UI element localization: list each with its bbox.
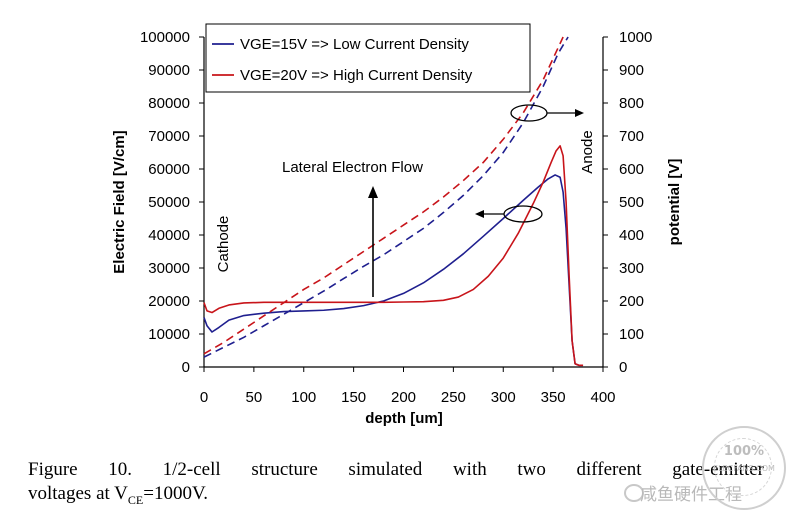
x-tick-label: 250 [441,389,466,406]
caption-line-2-prefix: voltages at V [28,483,128,504]
wechat-icon [624,484,644,502]
y-left-tick-label: 30000 [148,260,190,277]
legend-label-2: VGE=20V => High Current Density [240,67,473,84]
stamp-percent: 100% [723,444,765,459]
x-tick-label: 100 [291,389,316,406]
y-right-tick-label: 600 [619,161,644,178]
lateral-flow-arrowhead [368,186,378,198]
annotation-cathode: Cathode [215,216,232,273]
y-right-tick-label: 200 [619,293,644,310]
y-right-axis-title: potential [V] [666,159,683,246]
tick-labels: 0 50 100 150 200 250 300 350 4000100002000030000… [140,29,652,406]
x-axis-title: depth [um] [365,410,442,427]
series-layer [203,36,584,367]
legend-box [205,23,531,93]
y-right-tick-label: 100 [619,326,644,343]
y-left-tick-label: 0 [182,359,190,376]
series-2-potential-line [203,36,564,355]
y-left-tick-label: 40000 [148,227,190,244]
field-arrowhead [475,210,484,218]
watermark-stamp: 100% ELECFANS.COM [702,426,786,510]
y-right-tick-label: 300 [619,260,644,277]
y-right-tick-label: 900 [619,62,644,79]
x-tick-label: 150 [341,389,366,406]
y-left-tick-label: 80000 [148,95,190,112]
potential-arrowhead [575,109,584,117]
y-left-tick-label: 60000 [148,161,190,178]
axis-titles: depth [um] Electric Field [V/cm] potential… [111,130,683,427]
annotation-anode: Anode [579,130,596,173]
figure-caption: Figure 10. 1/2-cell structure simulated … [28,458,764,512]
y-right-tick-label: 500 [619,194,644,211]
y-right-tick-label: 0 [619,359,627,376]
y-right-tick-label: 800 [619,95,644,112]
annotation-lateral-flow: Lateral Electron Flow [282,159,423,176]
y-left-tick-label: 70000 [148,128,190,145]
legend: VGE=15V => Low Current Density VGE=20V =>… [205,23,531,93]
x-tick-label: 300 [491,389,516,406]
legend-label-1: VGE=15V => Low Current Density [240,36,469,53]
y-left-tick-label: 10000 [148,326,190,343]
caption-line-2: voltages at VCE=1000V. [28,483,209,507]
x-tick-label: 350 [541,389,566,406]
caption-subscript: CE [127,492,144,507]
x-tick-label: 0 [200,389,208,406]
y-right-tick-label: 1000 [619,29,652,46]
field-ellipse [503,205,543,223]
y-right-tick-label: 400 [619,227,644,244]
stamp-inner-ring [714,438,772,496]
stamp-site: ELECFANS.COM [713,464,775,473]
x-tick-label: 400 [590,389,615,406]
y-left-tick-label: 50000 [148,194,190,211]
series-2-field-line [203,145,584,367]
annotations: Lateral Electron Flow Cathode Anode [215,104,596,297]
x-tick-label: 50 [246,389,263,406]
y-left-axis-title: Electric Field [V/cm] [111,130,128,273]
chart-svg: 0 50 100 150 200 250 300 350 4000100002000030000… [111,23,683,427]
caption-line-2-suffix: =1000V. [143,483,209,504]
potential-ellipse [510,104,548,122]
y-left-tick-label: 90000 [148,62,190,79]
y-left-tick-label: 100000 [140,29,190,46]
y-right-tick-label: 700 [619,128,644,145]
y-left-tick-label: 20000 [148,293,190,310]
x-tick-label: 200 [391,389,416,406]
caption-line-1: Figure 10. 1/2-cell structure simulated … [28,459,764,480]
series-1-potential-line [203,36,569,358]
series-1-field-line [203,174,584,367]
